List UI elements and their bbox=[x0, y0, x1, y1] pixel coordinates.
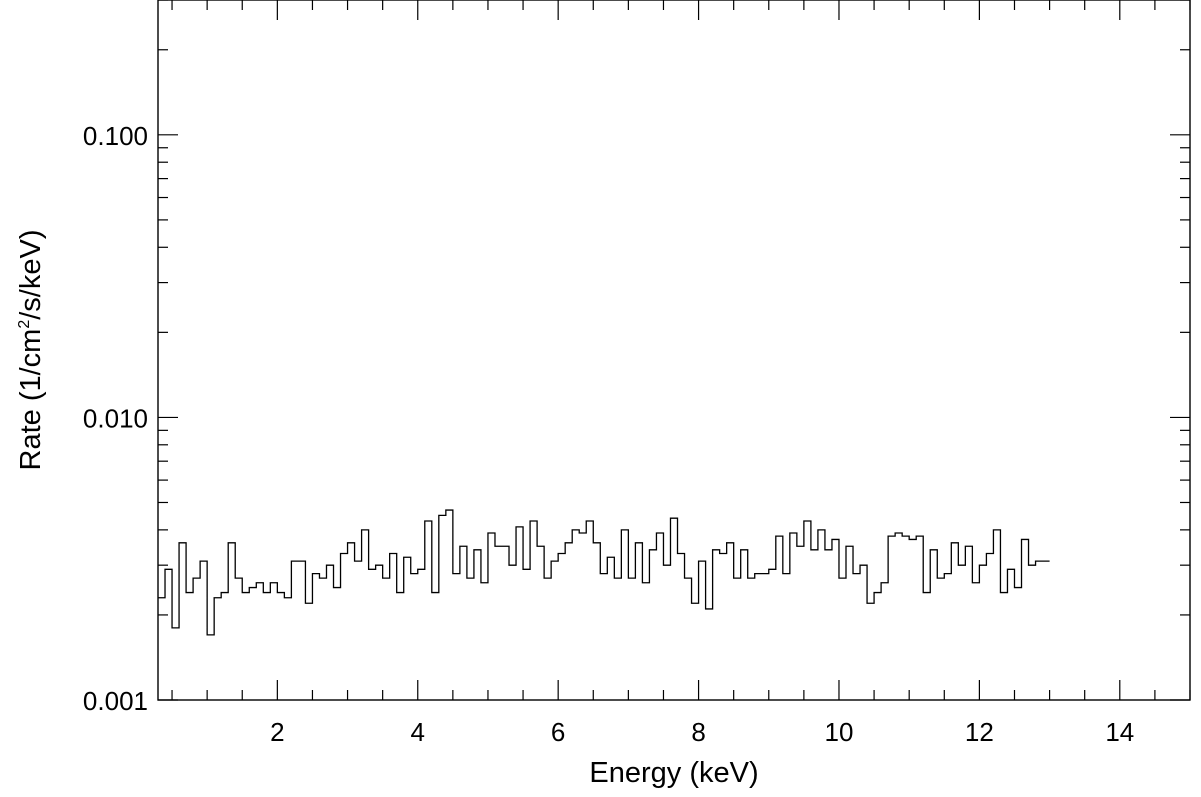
x-axis-title: Energy (keV) bbox=[589, 757, 758, 789]
y-axis-title: Rate (1/cm2/s/keV) bbox=[15, 230, 47, 471]
y-tick-label: 0.001 bbox=[83, 686, 148, 716]
spectrum-step-line bbox=[158, 509, 1050, 636]
plot-frame bbox=[157, 0, 1191, 701]
x-tick-label: 8 bbox=[691, 717, 705, 747]
y-tick-labels: 0.001 0.010 0.100 bbox=[83, 121, 148, 716]
x-tick-label: 10 bbox=[825, 717, 854, 747]
y-tick-label: 0.100 bbox=[83, 121, 148, 151]
x-tick-label: 6 bbox=[551, 717, 565, 747]
x-tick-label: 14 bbox=[1105, 717, 1134, 747]
x-tick-label: 4 bbox=[411, 717, 425, 747]
x-tick-label: 12 bbox=[965, 717, 994, 747]
y-tick-label: 0.010 bbox=[83, 403, 148, 433]
y-axis-title-part-1: Rate (1/cm bbox=[15, 329, 47, 471]
axis-ticks bbox=[158, 0, 1191, 701]
y-axis-title-part-2: /s/keV) bbox=[15, 230, 47, 320]
x-tick-label: 2 bbox=[270, 717, 284, 747]
x-tick-labels: 2 4 6 8 10 12 14 bbox=[270, 717, 1134, 747]
y-axis-title-superscript: 2 bbox=[16, 320, 33, 329]
